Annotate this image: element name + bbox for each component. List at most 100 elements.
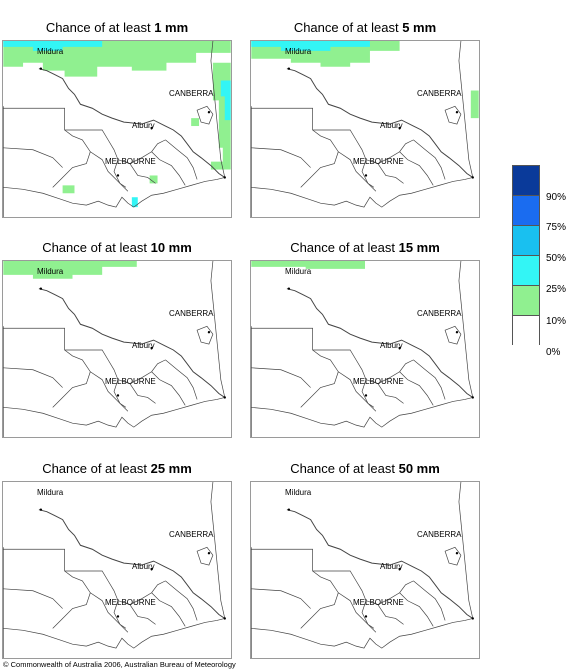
city-label-melbourne: MELBOURNE [105,377,156,386]
region-boundary [210,41,226,178]
panel-title: Chance of at least 10 mm [42,240,192,255]
region-boundary [38,509,226,619]
city-marker [455,111,459,114]
region-boundary [413,580,446,621]
region-boundary [165,139,198,180]
region-boundary [3,618,225,649]
region-boundary [251,618,473,649]
region-boundary [196,546,214,566]
region-boundary [361,159,375,188]
map: Mildura CANBERRA Albury MELBOURNE [2,40,232,218]
city-label-mildura: Mildura [285,47,312,56]
legend-swatch-10 [512,285,540,315]
region-boundary [3,107,91,188]
city-label-canberra: CANBERRA [169,530,214,539]
region-boundary [251,147,311,168]
legend-label-90: 90% [546,192,567,203]
legend-swatch-50 [512,225,540,255]
legend-swatch-75 [512,195,540,225]
region-boundary [312,129,414,164]
city-label-albury: Albury [132,121,155,130]
city-label-melbourne: MELBOURNE [353,598,404,607]
city-label-albury: Albury [380,562,403,571]
region-boundary [90,151,129,192]
city-marker [150,346,153,350]
map: Mildura CANBERRA Albury MELBOURNE [250,481,480,659]
legend: 90% 75% 50% 25% 10% 0% [512,165,566,358]
city-marker [207,552,211,555]
region-boundary [377,383,404,404]
city-marker [398,346,401,350]
region-boundary [399,592,434,627]
city-marker [223,396,226,399]
city-marker [116,394,120,397]
rain-probability-area [3,41,103,51]
panel-title: Chance of at least 25 mm [42,461,192,476]
panel-title: Chance of at least 1 mm [45,20,189,35]
region-boundary [251,177,473,208]
region-boundary [90,371,129,412]
city-marker [398,567,401,571]
legend-swatch-0 [512,315,540,345]
region-boundary [64,570,166,605]
city-label-canberra: CANBERRA [169,309,214,318]
region-boundary [3,147,63,168]
city-marker [223,176,226,179]
legend-swatch-90 [512,165,540,195]
map-svg [251,482,474,658]
city-marker [287,287,291,290]
region-boundary [196,325,214,345]
region-boundary [251,327,339,408]
copyright-notice: © Commonwealth of Australia 2006, Austra… [3,660,236,669]
region-boundary [64,349,166,384]
legend-label-75: 75% [546,222,567,233]
panel-title: Chance of at least 15 mm [290,240,440,255]
city-label-canberra: CANBERRA [417,89,462,98]
region-boundary [129,383,156,404]
city-label-mildura: Mildura [285,267,312,276]
city-label-melbourne: MELBOURNE [105,598,156,607]
rain-probability-area [131,197,138,208]
city-label-mildura: Mildura [37,488,64,497]
city-label-albury: Albury [132,341,155,350]
region-boundary [377,604,404,625]
region-boundary [286,288,474,398]
city-marker [364,174,368,177]
city-marker [150,567,153,571]
region-boundary [399,151,434,186]
panel-title: Chance of at least 50 mm [290,461,440,476]
legend-label-10: 10% [546,316,567,327]
region-boundary [286,68,474,178]
region-boundary [210,261,226,398]
legend-swatch-25 [512,255,540,285]
region-boundary [129,163,156,184]
region-boundary [165,359,198,400]
region-boundary [338,592,377,633]
city-marker [398,126,401,130]
city-label-canberra: CANBERRA [169,89,214,98]
region-boundary [338,371,377,412]
map: Mildura CANBERRA Albury MELBOURNE [250,260,480,438]
rain-probability-area [251,41,370,51]
city-marker [471,176,474,179]
city-label-melbourne: MELBOURNE [353,157,404,166]
city-marker [207,331,211,334]
region-boundary [3,327,91,408]
city-marker [455,552,459,555]
city-marker [364,394,368,397]
region-boundary [165,580,198,621]
region-boundary [210,482,226,619]
rain-probability-area [149,175,158,184]
region-boundary [3,177,225,208]
rain-probability-area [251,261,365,269]
region-boundary [113,379,127,408]
region-boundary [413,139,446,180]
city-label-melbourne: MELBOURNE [353,377,404,386]
region-boundary [38,68,226,178]
region-boundary [377,163,404,184]
region-boundary [458,482,474,619]
region-boundary [361,600,375,629]
region-boundary [151,151,186,186]
region-boundary [151,371,186,406]
region-boundary [129,604,156,625]
